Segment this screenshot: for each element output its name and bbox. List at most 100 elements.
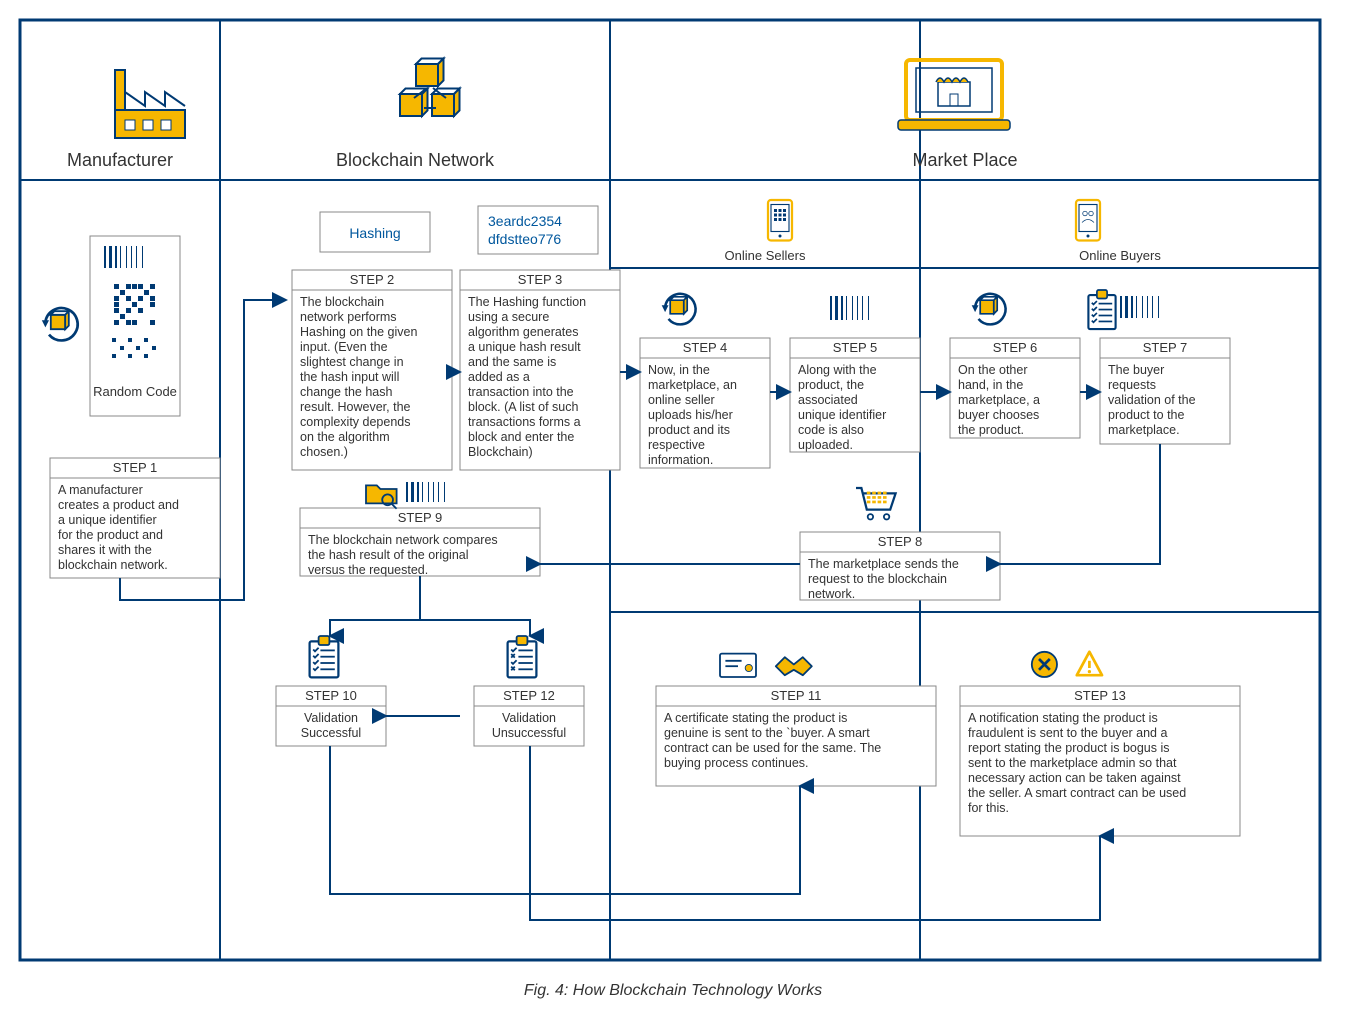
svg-text:for the product and: for the product and — [58, 528, 163, 542]
refresh-cube-icon — [662, 294, 696, 325]
svg-text:unique identifier: unique identifier — [798, 408, 886, 422]
phone-seller-icon — [768, 200, 792, 241]
barcode-icon — [104, 246, 143, 268]
svg-text:product and its: product and its — [648, 423, 730, 437]
svg-text:using a secure: using a secure — [468, 310, 549, 324]
blockchain-cubes-icon — [400, 59, 460, 117]
svg-text:STEP 10: STEP 10 — [305, 688, 357, 703]
clipboard-icon — [310, 636, 339, 677]
certificate-icon — [720, 654, 756, 677]
svg-text:block and enter the: block and enter the — [468, 430, 574, 444]
svg-text:STEP 2: STEP 2 — [350, 272, 395, 287]
svg-text:Along with the: Along with the — [798, 363, 877, 377]
svg-text:The Hashing function: The Hashing function — [468, 295, 586, 309]
svg-text:dfdstteo776: dfdstteo776 — [488, 231, 561, 247]
svg-text:blockchain network.: blockchain network. — [58, 558, 168, 572]
svg-text:block. (A list of such: block. (A list of such — [468, 400, 579, 414]
warning-icon — [1077, 652, 1102, 675]
svg-text:Manufacturer: Manufacturer — [67, 150, 173, 170]
svg-text:Validation: Validation — [502, 711, 556, 725]
x-circle-icon — [1032, 652, 1057, 677]
svg-text:STEP 12: STEP 12 — [503, 688, 555, 703]
folder-search-icon — [366, 485, 397, 508]
svg-text:uploads his/her: uploads his/her — [648, 408, 733, 422]
svg-text:versus the requested.: versus the requested. — [308, 563, 428, 577]
svg-text:Online Sellers: Online Sellers — [725, 248, 806, 263]
svg-text:Random Code: Random Code — [93, 384, 177, 399]
svg-text:marketplace, an: marketplace, an — [648, 378, 737, 392]
svg-text:the product.: the product. — [958, 423, 1024, 437]
svg-text:creates a product and: creates a product and — [58, 498, 179, 512]
svg-text:A certificate stating the: A certificate stating the product is — [664, 711, 847, 725]
svg-text:online seller: online seller — [648, 393, 715, 407]
svg-text:network.: network. — [808, 587, 855, 601]
svg-text:Market Place: Market Place — [912, 150, 1017, 170]
svg-text:associated: associated — [798, 393, 858, 407]
svg-text:fraudulent is sent to the buye: fraudulent is sent to the buyer and a — [968, 726, 1167, 740]
svg-text:Fig. 4: How Blockchain Technol: Fig. 4: How Blockchain Technology Works — [524, 982, 822, 999]
svg-text:STEP 8: STEP 8 — [878, 534, 923, 549]
flow-arrow — [1000, 444, 1160, 564]
svg-text:for this.: for this. — [968, 801, 1009, 815]
svg-text:code is also: code is also — [798, 423, 864, 437]
svg-text:buying process continues.: buying process continues. — [664, 756, 809, 770]
svg-text:complexity depends: complexity depends — [300, 415, 410, 429]
svg-text:genuine is sent to the `buyer.: genuine is sent to the `buyer. A smart — [664, 726, 870, 740]
svg-text:STEP 4: STEP 4 — [683, 340, 728, 355]
svg-text:Validation: Validation — [304, 711, 358, 725]
cart-icon — [856, 488, 896, 520]
svg-text:on the algorithm: on the algorithm — [300, 430, 390, 444]
svg-text:STEP 9: STEP 9 — [398, 510, 443, 525]
svg-text:algorithm generates: algorithm generates — [468, 325, 578, 339]
svg-text:change the hash: change the hash — [300, 385, 392, 399]
svg-text:The marketplace sends the: The marketplace sends the — [808, 557, 959, 571]
svg-text:On the other: On the other — [958, 363, 1028, 377]
barcode-icon — [1120, 296, 1159, 318]
svg-text:result. However, the: result. However, the — [300, 400, 411, 414]
clipboard-icon — [1088, 290, 1115, 329]
svg-text:STEP 7: STEP 7 — [1143, 340, 1188, 355]
svg-text:STEP 11: STEP 11 — [771, 688, 822, 703]
svg-text:Online Buyers: Online Buyers — [1079, 248, 1161, 263]
svg-text:a unique identifier: a unique identifier — [58, 513, 157, 527]
svg-text:contract can be used for the s: contract can be used for the same. The — [664, 741, 881, 755]
flow-arrow — [330, 576, 420, 636]
svg-text:Blockchain Network: Blockchain Network — [336, 150, 495, 170]
svg-text:Successful: Successful — [301, 726, 361, 740]
laptop-marketplace-icon — [898, 60, 1010, 130]
svg-text:network performs: network performs — [300, 310, 397, 324]
svg-text:Hashing: Hashing — [349, 225, 400, 241]
svg-text:input. (Even the: input. (Even the — [300, 340, 388, 354]
svg-text:uploaded.: uploaded. — [798, 438, 853, 452]
svg-text:The blockchain network compare: The blockchain network compares — [308, 533, 498, 547]
svg-text:hand, in the: hand, in the — [958, 378, 1023, 392]
svg-text:Unsuccessful: Unsuccessful — [492, 726, 566, 740]
svg-text:A notification stating the pro: A notification stating the product is — [968, 711, 1158, 725]
svg-text:a unique hash result: a unique hash result — [468, 340, 581, 354]
refresh-cube-icon — [42, 308, 78, 340]
barcode-icon — [406, 482, 445, 502]
svg-text:marketplace.: marketplace. — [1108, 423, 1180, 437]
svg-text:validation of the: validation of the — [1108, 393, 1196, 407]
svg-text:product, the: product, the — [798, 378, 864, 392]
svg-text:STEP 1: STEP 1 — [113, 460, 158, 475]
svg-text:product to the: product to the — [1108, 408, 1184, 422]
svg-text:Now, in the: Now, in the — [648, 363, 710, 377]
diagram: Manufacturer Blockchain Network Market Pla… — [0, 0, 1346, 1016]
svg-text:3eardc2354: 3eardc2354 — [488, 213, 562, 229]
svg-text:chosen.): chosen.) — [300, 445, 348, 459]
svg-text:STEP 3: STEP 3 — [518, 272, 563, 287]
svg-text:information.: information. — [648, 453, 713, 467]
phone-buyer-icon — [1076, 200, 1100, 241]
svg-text:the hash input will: the hash input will — [300, 370, 399, 384]
svg-text:report stating the product is: report stating the product is bogus is — [968, 741, 1170, 755]
svg-text:slightest change in: slightest change in — [300, 355, 404, 369]
svg-text:STEP 13: STEP 13 — [1074, 688, 1126, 703]
svg-text:added as a: added as a — [468, 370, 530, 384]
svg-text:sent to the marketplace admin: sent to the marketplace admin so that — [968, 756, 1177, 770]
svg-text:transaction into the: transaction into the — [468, 385, 574, 399]
svg-text:transactions forms a: transactions forms a — [468, 415, 581, 429]
svg-text:the hash result of the or: the hash result of the original — [308, 548, 469, 562]
svg-text:A manufacturer: A manufacturer — [58, 483, 143, 497]
svg-text:The buyer: The buyer — [1108, 363, 1164, 377]
